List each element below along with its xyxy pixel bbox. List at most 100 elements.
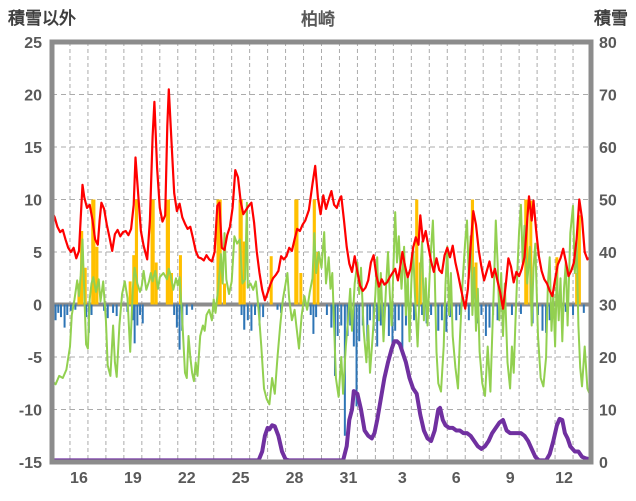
blue_bar — [90, 304, 93, 315]
blue_bar — [458, 304, 461, 315]
x-axis-tick-label: 28 — [286, 470, 304, 487]
blue_bar — [437, 304, 440, 331]
left-axis-tick-label: 15 — [24, 140, 42, 157]
left-axis-tick-label: -10 — [19, 403, 42, 420]
blue_bar — [250, 304, 253, 331]
green_line-series — [52, 201, 591, 406]
blue_bar — [246, 304, 249, 321]
blue_bar — [455, 304, 458, 321]
blue_bar — [397, 304, 400, 321]
blue_bar — [173, 304, 176, 315]
blue_bar — [421, 304, 424, 315]
blue_bar — [391, 304, 394, 351]
blue_bar — [243, 304, 246, 330]
blue_bar — [394, 304, 397, 331]
right-axis-tick-label: 10 — [599, 403, 617, 420]
left-axis-tick-label: -5 — [28, 350, 42, 367]
blue_bar — [178, 304, 181, 350]
blue_bar — [175, 304, 178, 328]
right-axis-tick-label: 20 — [599, 350, 617, 367]
blue_bar — [336, 304, 339, 336]
blue_bar — [430, 304, 433, 315]
blue_bar — [133, 304, 136, 344]
blue_bar — [254, 304, 257, 315]
orange_bar — [128, 281, 132, 305]
right-axis-title: 積雪 — [594, 9, 628, 28]
blue_bar — [63, 304, 66, 328]
blue_bar — [57, 304, 60, 313]
x-axis-tick-label: 19 — [124, 470, 142, 487]
blue_bar — [309, 304, 312, 315]
blue_bar — [54, 304, 57, 321]
right-axis-tick-label: 30 — [599, 298, 617, 315]
left-axis-tick-label: 25 — [24, 35, 42, 52]
blue_bar — [312, 304, 315, 334]
blue_bar — [340, 304, 343, 326]
blue_bar — [185, 304, 188, 315]
orange_bar — [95, 246, 99, 305]
blue_bar — [376, 304, 379, 347]
x-axis-tick-label: 6 — [452, 470, 461, 487]
orange_bar — [242, 241, 246, 305]
orange_bar — [150, 199, 155, 305]
blue_bar — [74, 304, 77, 310]
blue_bar — [564, 304, 567, 312]
blue_bar — [66, 304, 69, 315]
blue_bar — [141, 304, 144, 324]
orange_bar — [91, 199, 96, 305]
blue_bar — [440, 304, 443, 321]
right-axis-tick-label: 60 — [599, 140, 617, 157]
blue_bar — [262, 304, 265, 318]
blue_bar — [85, 304, 88, 318]
blue_bar — [496, 304, 499, 321]
blue_bar — [484, 304, 487, 336]
orange_bar — [216, 199, 222, 305]
orange_bar — [222, 283, 226, 305]
orange_bar — [577, 215, 581, 305]
blue_bar — [276, 304, 279, 310]
orange_bar — [83, 267, 87, 305]
blue_bar — [69, 304, 72, 311]
x-axis-tick-label: 31 — [340, 470, 358, 487]
blue_bar — [115, 304, 118, 317]
blue_bar — [325, 304, 328, 315]
x-axis-tick-label: 12 — [555, 470, 573, 487]
orange_bar — [165, 199, 170, 305]
x-axis-tick-label: 9 — [506, 470, 515, 487]
blue_bar — [240, 304, 243, 315]
orange_bar — [169, 273, 173, 305]
blue_bar — [131, 304, 134, 321]
orange_bar — [299, 273, 303, 305]
blue_bar — [358, 304, 361, 342]
blue_bar — [330, 304, 333, 328]
left-axis-tick-label: 0 — [33, 298, 42, 315]
right-axis-tick-label: 80 — [599, 35, 617, 52]
blue_bar — [582, 304, 585, 313]
x-axis-tick-label: 22 — [178, 470, 196, 487]
blue_bar — [366, 304, 369, 342]
orange_bar — [294, 199, 299, 305]
blue_bar — [572, 304, 575, 315]
left-axis-tick-label: 20 — [24, 88, 42, 105]
left-axis-tick-label: 5 — [33, 245, 42, 262]
plot-border — [49, 39, 594, 465]
blue_bar — [401, 304, 404, 350]
x-axis-tick-label: 25 — [232, 470, 250, 487]
left-axis-tick-label: 10 — [24, 193, 42, 210]
blue_bar — [139, 304, 142, 315]
blue_bar — [379, 304, 382, 326]
blue_bar — [548, 304, 551, 321]
blue_bar — [349, 304, 352, 326]
blue_bar — [519, 304, 522, 314]
left-axis-title: 積雪以外 — [8, 9, 76, 28]
blue_bar — [106, 304, 109, 319]
blue_bar — [445, 304, 448, 332]
chart-title: 柏崎 — [301, 10, 335, 29]
blue_bar — [480, 304, 483, 315]
x-axis-tick-label: 16 — [70, 470, 88, 487]
blue_bar — [541, 304, 544, 331]
blue_bar — [315, 304, 318, 318]
blue_bar — [191, 304, 194, 310]
right-axis-tick-label: 40 — [599, 245, 617, 262]
